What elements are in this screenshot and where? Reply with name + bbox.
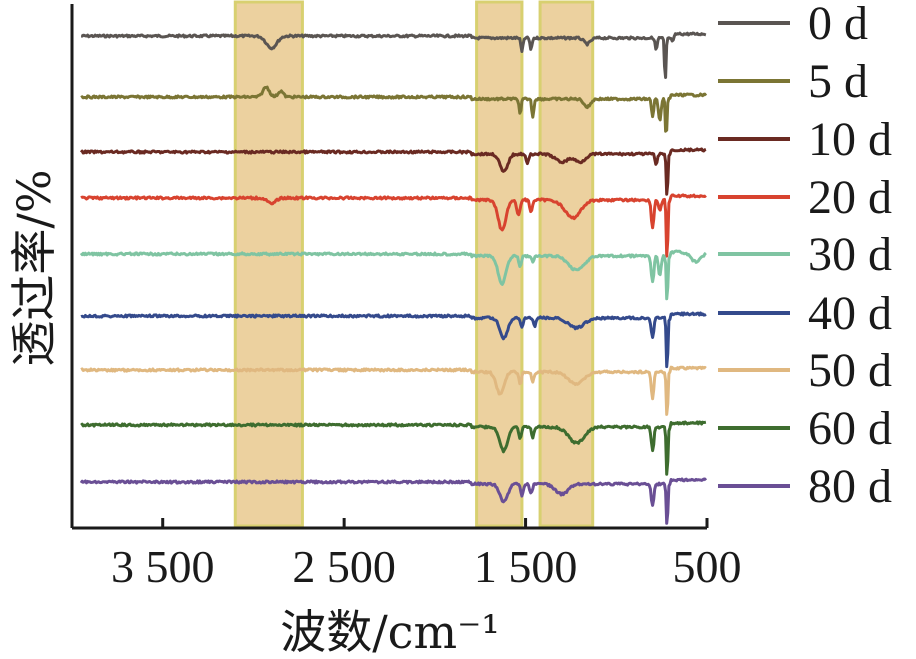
series-line xyxy=(80,420,707,476)
series-line xyxy=(79,477,708,525)
series-line xyxy=(80,365,707,416)
legend-label: 60 d xyxy=(808,402,892,455)
x-tick-label: 500 xyxy=(673,541,742,592)
x-ticks: 3 500 2 500 1 500 500 xyxy=(111,518,742,592)
legend-label: 30 d xyxy=(808,228,892,281)
legend-label: 40 d xyxy=(808,287,892,340)
x-tick-label: 3 500 xyxy=(111,541,215,592)
legend-label: 80 d xyxy=(808,460,892,513)
y-axis-title: 透过率/% xyxy=(7,169,61,366)
highlight-bands xyxy=(233,0,595,528)
highlight-band xyxy=(233,0,304,528)
axes xyxy=(70,4,707,530)
x-tick-label: 1 500 xyxy=(474,541,578,592)
legend-label: 10 d xyxy=(808,113,892,166)
series-line xyxy=(80,311,707,369)
spectra xyxy=(79,31,708,525)
legend-label: 20 d xyxy=(808,171,892,224)
series-line xyxy=(79,147,707,196)
x-tick-label: 2 500 xyxy=(292,541,396,592)
series-line xyxy=(80,31,707,79)
legend: 0 d5 d10 d20 d30 d 40 d50 d60 d80 d xyxy=(718,0,892,513)
series-line xyxy=(79,249,707,301)
legend-label: 5 d xyxy=(808,55,868,108)
series-line xyxy=(80,85,708,133)
legend-label: 50 d xyxy=(808,344,892,397)
highlight-band xyxy=(475,0,524,528)
x-axis-title: 波数/cm⁻¹ xyxy=(280,605,500,659)
legend-label: 0 d xyxy=(808,0,868,50)
series-line xyxy=(80,193,707,258)
